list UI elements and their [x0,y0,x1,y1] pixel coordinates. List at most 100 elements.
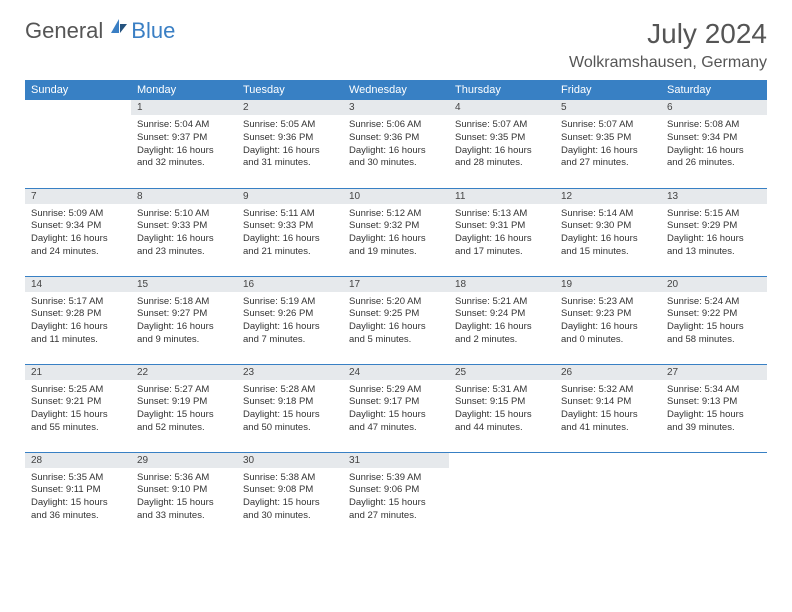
calendar-cell: 27Sunrise: 5:34 AMSunset: 9:13 PMDayligh… [661,364,767,452]
title-block: July 2024 Wolkramshausen, Germany [569,18,767,72]
day-content: Sunrise: 5:13 AMSunset: 9:31 PMDaylight:… [449,206,555,263]
calendar-cell: 2Sunrise: 5:05 AMSunset: 9:36 PMDaylight… [237,100,343,188]
day-line: Daylight: 15 hours and 30 minutes. [243,497,337,523]
calendar-cell [661,452,767,540]
calendar-cell: 29 Sunrise: 5:36 AMSunset: 9:10 PMDayligh… [131,452,237,540]
day-content: Sunrise: 5:08 AMSunset: 9:34 PMDaylight:… [661,117,767,174]
day-line: Sunrise: 5:39 AM [349,472,443,485]
day-line: Sunset: 9:23 PM [561,308,655,321]
calendar-cell: 16Sunrise: 5:19 AMSunset: 9:26 PMDayligh… [237,276,343,364]
weekday-header-row: Sunday Monday Tuesday Wednesday Thursday… [25,80,767,100]
day-line: Sunset: 9:31 PM [455,220,549,233]
day-line: Sunrise: 5:17 AM [31,296,125,309]
day-line: Sunset: 9:36 PM [349,132,443,145]
day-line: Sunset: 9:32 PM [349,220,443,233]
day-number: 18 [449,277,555,292]
day-line: Sunrise: 5:29 AM [349,384,443,397]
day-line: Sunset: 9:11 PM [31,484,125,497]
day-line: Sunset: 9:10 PM [137,484,231,497]
day-content: Sunrise: 5:18 AMSunset: 9:27 PMDaylight:… [131,294,237,351]
day-line: Sunset: 9:24 PM [455,308,549,321]
day-content: Sunrise: 5:24 AMSunset: 9:22 PMDaylight:… [661,294,767,351]
day-line: Sunrise: 5:15 AM [667,208,761,221]
sail-icon [109,17,129,40]
day-line: Daylight: 15 hours and 47 minutes. [349,409,443,435]
calendar-body: 1Sunrise: 5:04 AMSunset: 9:37 PMDaylight… [25,100,767,540]
day-line: Sunset: 9:30 PM [561,220,655,233]
calendar-week-row: 1Sunrise: 5:04 AMSunset: 9:37 PMDaylight… [25,100,767,188]
day-line: Daylight: 15 hours and 52 minutes. [137,409,231,435]
day-line: Sunset: 9:25 PM [349,308,443,321]
day-line: Daylight: 16 hours and 27 minutes. [561,145,655,171]
day-content: Sunrise: 5:21 AMSunset: 9:24 PMDaylight:… [449,294,555,351]
calendar-cell: 24Sunrise: 5:29 AMSunset: 9:17 PMDayligh… [343,364,449,452]
day-line: Sunrise: 5:25 AM [31,384,125,397]
day-line: Sunrise: 5:06 AM [349,119,443,132]
day-content: Sunrise: 5:35 AMSunset: 9:11 PMDaylight:… [25,470,131,527]
day-content: Sunrise: 5:19 AMSunset: 9:26 PMDaylight:… [237,294,343,351]
day-content: Sunrise: 5:31 AMSunset: 9:15 PMDaylight:… [449,382,555,439]
day-line: Daylight: 16 hours and 31 minutes. [243,145,337,171]
day-content: Sunrise: 5:07 AMSunset: 9:35 PMDaylight:… [555,117,661,174]
day-line: Sunrise: 5:20 AM [349,296,443,309]
calendar-cell: 3 Sunrise: 5:06 AMSunset: 9:36 PMDaylight… [343,100,449,188]
day-number: 7 [25,189,131,204]
calendar-cell: 10Sunrise: 5:12 AMSunset: 9:32 PMDayligh… [343,188,449,276]
day-line: Sunrise: 5:08 AM [667,119,761,132]
calendar-cell: 15 Sunrise: 5:18 AMSunset: 9:27 PMDayligh… [131,276,237,364]
day-content: Sunrise: 5:25 AMSunset: 9:21 PMDaylight:… [25,382,131,439]
calendar-cell: 17Sunrise: 5:20 AMSunset: 9:25 PMDayligh… [343,276,449,364]
day-line: Sunrise: 5:31 AM [455,384,549,397]
day-number: 3 [343,100,449,115]
day-line: Daylight: 16 hours and 30 minutes. [349,145,443,171]
calendar-cell: 7Sunrise: 5:09 AMSunset: 9:34 PMDaylight… [25,188,131,276]
day-number: 21 [25,365,131,380]
day-number: 29 [131,453,237,468]
day-line: Sunset: 9:06 PM [349,484,443,497]
day-number: 14 [25,277,131,292]
day-line: Sunrise: 5:18 AM [137,296,231,309]
day-line: Daylight: 15 hours and 39 minutes. [667,409,761,435]
day-number: 10 [343,189,449,204]
day-line: Sunrise: 5:07 AM [561,119,655,132]
day-line: Daylight: 16 hours and 17 minutes. [455,233,549,259]
calendar-cell: 23Sunrise: 5:28 AMSunset: 9:18 PMDayligh… [237,364,343,452]
day-content: Sunrise: 5:34 AMSunset: 9:13 PMDaylight:… [661,382,767,439]
day-line: Sunrise: 5:23 AM [561,296,655,309]
location: Wolkramshausen, Germany [569,54,767,72]
day-number: 15 [131,277,237,292]
weekday-sunday: Sunday [25,80,131,100]
day-line: Daylight: 15 hours and 58 minutes. [667,321,761,347]
day-line: Daylight: 15 hours and 44 minutes. [455,409,549,435]
day-line: Sunrise: 5:38 AM [243,472,337,485]
calendar-cell: 19Sunrise: 5:23 AMSunset: 9:23 PMDayligh… [555,276,661,364]
day-line: Sunset: 9:27 PM [137,308,231,321]
day-line: Daylight: 16 hours and 23 minutes. [137,233,231,259]
day-number: 8 [131,189,237,204]
day-content: Sunrise: 5:36 AMSunset: 9:10 PMDaylight:… [131,470,237,527]
day-line: Sunrise: 5:12 AM [349,208,443,221]
calendar-table: Sunday Monday Tuesday Wednesday Thursday… [25,80,767,540]
weekday-wednesday: Wednesday [343,80,449,100]
day-content: Sunrise: 5:10 AMSunset: 9:33 PMDaylight:… [131,206,237,263]
calendar-cell: 21 Sunrise: 5:25 AMSunset: 9:21 PMDayligh… [25,364,131,452]
calendar-cell: 20Sunrise: 5:24 AMSunset: 9:22 PMDayligh… [661,276,767,364]
calendar-cell: 11 Sunrise: 5:13 AMSunset: 9:31 PMDayligh… [449,188,555,276]
day-line: Sunrise: 5:35 AM [31,472,125,485]
calendar-cell: 13Sunrise: 5:15 AMSunset: 9:29 PMDayligh… [661,188,767,276]
day-number: 31 [343,453,449,468]
day-line: Daylight: 16 hours and 21 minutes. [243,233,337,259]
day-line: Sunset: 9:08 PM [243,484,337,497]
day-line: Sunrise: 5:32 AM [561,384,655,397]
day-line: Sunset: 9:37 PM [137,132,231,145]
day-line: Sunset: 9:35 PM [455,132,549,145]
day-line: Daylight: 16 hours and 32 minutes. [137,145,231,171]
day-line: Sunset: 9:18 PM [243,396,337,409]
day-number: 6 [661,100,767,115]
day-number: 11 [449,189,555,204]
day-line: Daylight: 16 hours and 0 minutes. [561,321,655,347]
day-line: Daylight: 16 hours and 24 minutes. [31,233,125,259]
day-number: 1 [131,100,237,115]
weekday-friday: Friday [555,80,661,100]
day-number: 28 [25,453,131,468]
